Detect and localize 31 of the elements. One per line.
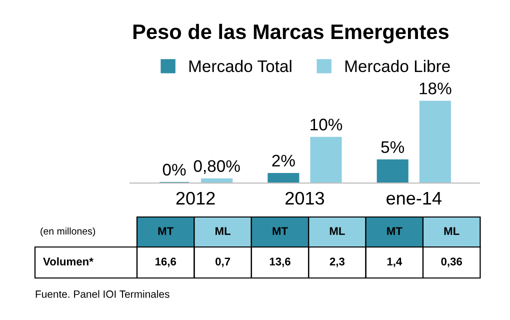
- data-label: 10%: [310, 118, 342, 130]
- legend-label: Mercado Total: [189, 60, 292, 72]
- text: 1,4: [387, 258, 402, 268]
- data-label: 18%: [420, 82, 452, 94]
- bar: [268, 172, 300, 184]
- x-tick-label: 2012: [176, 192, 215, 205]
- text: ML: [330, 227, 345, 235]
- text: 2,3: [330, 258, 345, 268]
- text: Volumen*: [43, 257, 94, 266]
- x-tick-label: ene-14: [386, 192, 442, 205]
- text: MT: [158, 227, 174, 235]
- data-label: 0%: [162, 164, 186, 176]
- x-tick-label: 2013: [286, 192, 324, 205]
- bar: [376, 159, 408, 184]
- text: MT: [272, 227, 288, 235]
- source-note: Fuente. Panel IOI Terminales: [36, 290, 170, 298]
- data-label: 0,80%: [194, 160, 240, 174]
- text: (en millones): [40, 227, 96, 237]
- text: ML: [216, 227, 230, 235]
- chart-title: Peso de las Marcas Emergentes: [133, 24, 448, 44]
- text: 16,6: [155, 258, 176, 268]
- text: MT: [387, 227, 402, 235]
- bar: [310, 136, 342, 184]
- legend-label: Mercado Libre: [345, 60, 450, 72]
- bar: [419, 100, 451, 184]
- data-label: 5%: [381, 141, 404, 154]
- data-label: 2%: [272, 154, 295, 166]
- text: 0,36: [441, 258, 462, 268]
- text: 13,6: [270, 258, 290, 268]
- text: ML: [444, 227, 460, 235]
- text: 0,7: [216, 258, 230, 268]
